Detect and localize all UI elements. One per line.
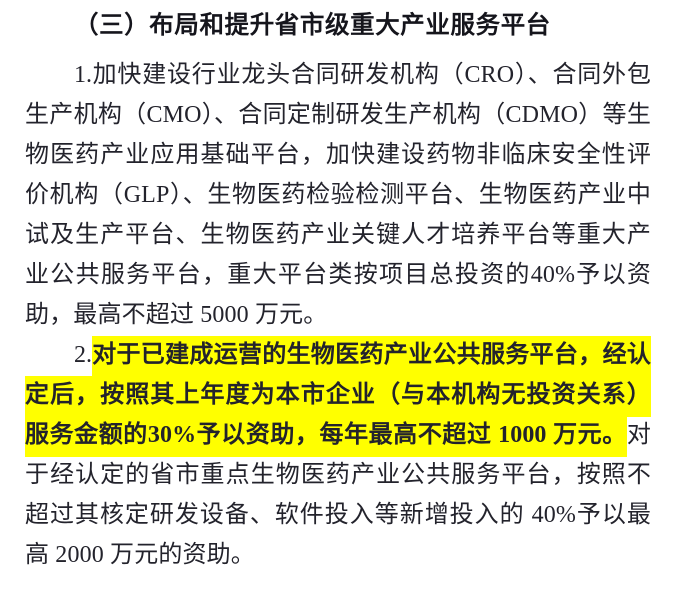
paragraph-2-highlighted-text: 对于已建成运营的生物医药产业公共服务平台，经认定后，按照其上年度为本市企业（与本… [25, 336, 651, 457]
paragraph-2-trailing-text: 对于经认定的省市重点生物医药产业公共服务平台，按照不超过其核定研发设备、软件投入… [25, 422, 651, 568]
paragraph-1-text: 加快建设行业龙头合同研发机构（CRO）、合同外包生产机构（CMO）、合同定制研发… [25, 62, 651, 328]
paragraph-1: 1.加快建设行业龙头合同研发机构（CRO）、合同外包生产机构（CMO）、合同定制… [25, 55, 651, 335]
page-title: （三）布局和提升省市级重大产业服务平台 [74, 12, 551, 39]
paragraph-2: 2.对于已建成运营的生物医药产业公共服务平台，经认定后，按照其上年度为本市企业（… [25, 335, 651, 575]
paragraph-2-number: 2. [74, 342, 92, 368]
paragraph-1-number: 1. [74, 62, 92, 88]
